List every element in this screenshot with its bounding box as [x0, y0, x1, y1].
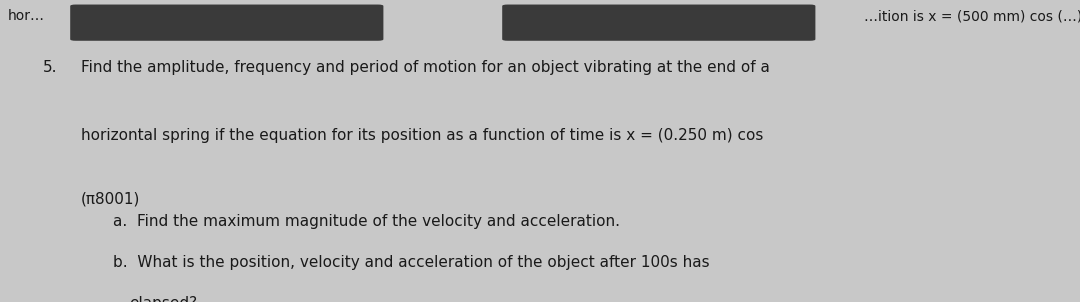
Text: horizontal spring if the equation for its position as a function of time is x = : horizontal spring if the equation for it…	[81, 128, 764, 143]
Text: …ition is x = (500 mm) cos (…): …ition is x = (500 mm) cos (…)	[864, 9, 1080, 23]
FancyBboxPatch shape	[502, 5, 815, 41]
Text: 5.: 5.	[43, 60, 57, 76]
Text: (π8001): (π8001)	[81, 192, 140, 207]
Text: a.  Find the maximum magnitude of the velocity and acceleration.: a. Find the maximum magnitude of the vel…	[113, 214, 620, 230]
Text: hor…: hor…	[8, 9, 44, 23]
FancyBboxPatch shape	[70, 5, 383, 41]
Text: b.  What is the position, velocity and acceleration of the object after 100s has: b. What is the position, velocity and ac…	[113, 255, 710, 270]
Text: Find the amplitude, frequency and period of motion for an object vibrating at th: Find the amplitude, frequency and period…	[81, 60, 770, 76]
Text: elapsed?: elapsed?	[130, 296, 198, 302]
